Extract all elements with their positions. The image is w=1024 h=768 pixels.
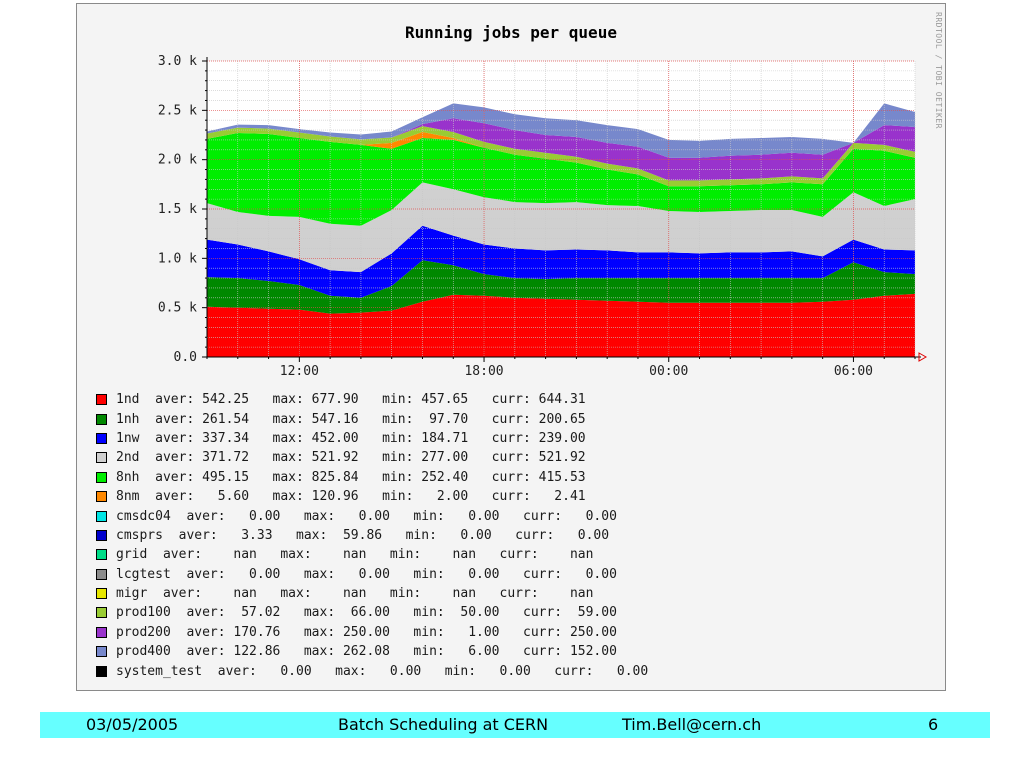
footer-title: Batch Scheduling at CERN	[338, 715, 549, 734]
legend-item-grid: grid aver: nan max: nan min: nan curr: n…	[96, 545, 926, 564]
legend-swatch	[96, 549, 107, 561]
x-axis-arrow	[918, 352, 928, 362]
y-tick-label: 3.0 k	[158, 54, 197, 69]
legend-item-8nh: 8nh aver: 495.15 max: 825.84 min: 252.40…	[96, 468, 926, 487]
x-tick-label: 00:00	[649, 364, 688, 379]
y-tick-label: 0.5 k	[158, 301, 197, 316]
legend-text: prod100 aver: 57.02 max: 66.00 min: 50.0…	[116, 605, 617, 621]
legend-item-prod400: prod400 aver: 122.86 max: 262.08 min: 6.…	[96, 642, 926, 661]
y-tick-labels: 0.0 0.5 k 1.0 k 1.5 k 2.0 k 2.5 k 3.0 k	[158, 54, 197, 365]
area-8nm	[207, 132, 915, 187]
x-tick-label: 18:00	[464, 364, 503, 379]
footer-date: 03/05/2005	[86, 715, 179, 734]
legend-item-1nw: 1nw aver: 337.34 max: 452.00 min: 184.71…	[96, 429, 926, 448]
legend-text: 8nm aver: 5.60 max: 120.96 min: 2.00 cur…	[116, 489, 586, 505]
legend-item-1nh: 1nh aver: 261.54 max: 547.16 min: 97.70 …	[96, 409, 926, 428]
legend-text: 1nw aver: 337.34 max: 452.00 min: 184.71…	[116, 430, 586, 446]
legend-swatch	[96, 452, 107, 464]
y-tick-label: 1.5 k	[158, 202, 197, 217]
legend-text: migr aver: nan max: nan min: nan curr: n…	[116, 586, 594, 602]
legend-swatch	[96, 646, 107, 658]
y-tick-label: 1.0 k	[158, 251, 197, 266]
y-tick-label: 2.5 k	[158, 103, 197, 118]
footer-email: Tim.Bell@cern.ch	[622, 715, 762, 734]
rrdtool-watermark: RRDTOOL / TOBI OETIKER	[934, 12, 943, 129]
legend-swatch	[96, 588, 107, 600]
area-prod400	[207, 103, 915, 158]
legend-swatch	[96, 529, 107, 541]
y-tick-label: 0.0	[174, 350, 197, 365]
legend-text: lcgtest aver: 0.00 max: 0.00 min: 0.00 c…	[116, 566, 617, 582]
x-tick-label: 06:00	[834, 364, 873, 379]
legend-text: grid aver: nan max: nan min: nan curr: n…	[116, 547, 594, 563]
legend-swatch	[96, 413, 107, 425]
legend-text: cmsprs aver: 3.33 max: 59.86 min: 0.00 c…	[116, 527, 610, 543]
x-tick-label: 12:00	[280, 364, 319, 379]
legend-swatch	[96, 394, 107, 406]
legend-item-cmsdc04: cmsdc04 aver: 0.00 max: 0.00 min: 0.00 c…	[96, 506, 926, 525]
legend-text: 8nh aver: 495.15 max: 825.84 min: 252.40…	[116, 469, 586, 485]
legend-text: prod400 aver: 122.86 max: 262.08 min: 6.…	[116, 644, 617, 660]
legend-item-8nm: 8nm aver: 5.60 max: 120.96 min: 2.00 cur…	[96, 487, 926, 506]
legend-text: cmsdc04 aver: 0.00 max: 0.00 min: 0.00 c…	[116, 508, 617, 524]
legend-text: system_test aver: 0.00 max: 0.00 min: 0.…	[116, 663, 649, 679]
legend-text: 2nd aver: 371.72 max: 521.92 min: 277.00…	[116, 450, 586, 466]
x-tick-labels: 12:00 18:00 00:00 06:00	[280, 364, 873, 379]
legend-swatch	[96, 568, 107, 580]
legend-item-cmsprs: cmsprs aver: 3.33 max: 59.86 min: 0.00 c…	[96, 526, 926, 545]
footer-page-number: 6	[928, 715, 939, 734]
y-tick-label: 2.0 k	[158, 153, 197, 168]
legend-item-prod200: prod200 aver: 170.76 max: 250.00 min: 1.…	[96, 623, 926, 642]
legend-item-system_test: system_test aver: 0.00 max: 0.00 min: 0.…	[96, 661, 926, 680]
area-prod200	[207, 118, 915, 181]
legend-text: 1nd aver: 542.25 max: 677.90 min: 457.65…	[116, 392, 586, 408]
legend-swatch	[96, 626, 107, 638]
legend-swatch	[96, 471, 107, 483]
area-1nd	[207, 293, 915, 357]
legend-swatch	[96, 510, 107, 522]
area-2nd	[207, 182, 915, 273]
slide-footer: 03/05/2005 Batch Scheduling at CERN Tim.…	[40, 712, 990, 738]
area-prod100	[207, 126, 915, 187]
legend-swatch	[96, 665, 107, 677]
area-1nw	[207, 225, 915, 298]
legend-item-1nd: 1nd aver: 542.25 max: 677.90 min: 457.65…	[96, 390, 926, 409]
legend-item-2nd: 2nd aver: 371.72 max: 521.92 min: 277.00…	[96, 448, 926, 467]
legend: 1nd aver: 542.25 max: 677.90 min: 457.65…	[96, 390, 926, 681]
chart-axes	[202, 57, 928, 362]
legend-text: 1nh aver: 261.54 max: 547.16 min: 97.70 …	[116, 411, 586, 427]
legend-text: prod200 aver: 170.76 max: 250.00 min: 1.…	[116, 624, 617, 640]
chart-grid	[206, 60, 916, 357]
legend-item-prod100: prod100 aver: 57.02 max: 66.00 min: 50.0…	[96, 603, 926, 622]
legend-item-lcgtest: lcgtest aver: 0.00 max: 0.00 min: 0.00 c…	[96, 565, 926, 584]
legend-swatch	[96, 432, 107, 444]
legend-swatch	[96, 607, 107, 619]
area-1nh	[207, 260, 915, 314]
legend-swatch	[96, 491, 107, 503]
chart-title: Running jobs per queue	[405, 23, 617, 42]
legend-item-migr: migr aver: nan max: nan min: nan curr: n…	[96, 584, 926, 603]
